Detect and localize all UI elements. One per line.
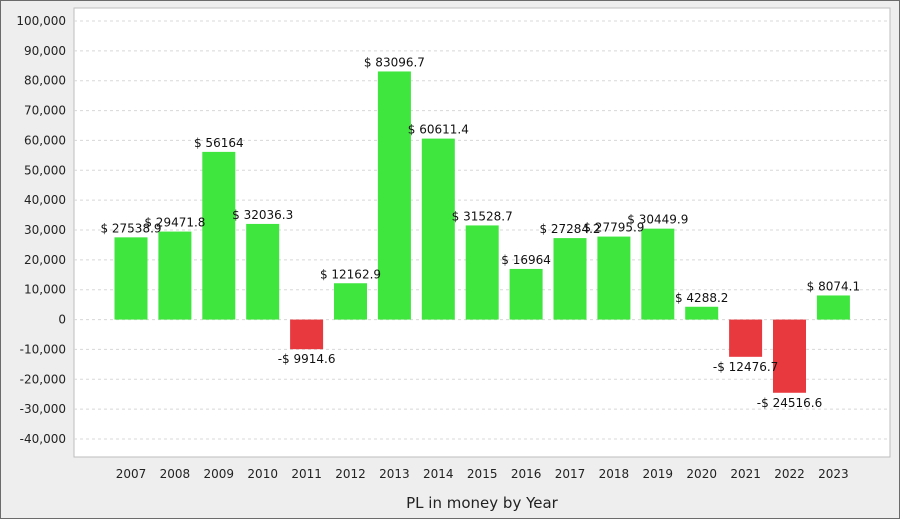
x-tick-label: 2013 bbox=[379, 467, 410, 481]
bar-2009 bbox=[202, 151, 236, 320]
data-label: $ 56164 bbox=[194, 136, 244, 150]
x-tick-label: 2010 bbox=[247, 467, 278, 481]
bar-2016 bbox=[509, 268, 543, 320]
x-tick-label: 2009 bbox=[204, 467, 235, 481]
x-tick-label: 2019 bbox=[643, 467, 674, 481]
x-tick-label: 2011 bbox=[291, 467, 322, 481]
data-label: $ 29471.8 bbox=[144, 216, 205, 230]
bar-2007 bbox=[114, 237, 148, 320]
x-tick-label: 2018 bbox=[599, 467, 630, 481]
y-axis: 100,000 90,000 80,000 70,000 60,000 50,000 40,… bbox=[16, 14, 66, 446]
bar-2015 bbox=[465, 225, 499, 320]
y-tick-label: 70,000 bbox=[24, 104, 66, 118]
x-axis: 2007 2008 2009 2010 2011 2012 2013 2014 2015 2016… bbox=[116, 467, 849, 481]
x-tick-label: 2017 bbox=[555, 467, 586, 481]
bar-2013 bbox=[377, 71, 411, 320]
data-label: $ 4288.2 bbox=[675, 291, 728, 305]
x-tick-label: 2023 bbox=[818, 467, 849, 481]
x-tick-label: 2020 bbox=[686, 467, 717, 481]
x-tick-label: 2015 bbox=[467, 467, 498, 481]
bar-2017 bbox=[553, 238, 587, 320]
bar-2021 bbox=[729, 319, 763, 357]
x-tick-label: 2014 bbox=[423, 467, 454, 481]
y-tick-label: -30,000 bbox=[20, 402, 66, 416]
data-label: $ 27284.2 bbox=[539, 222, 600, 236]
data-label: $ 27538.9 bbox=[100, 221, 161, 235]
bar-2012 bbox=[334, 283, 367, 320]
y-tick-label: -40,000 bbox=[20, 432, 66, 446]
y-tick-label: 0 bbox=[58, 313, 66, 327]
bar-2011 bbox=[290, 319, 324, 350]
y-tick-label: 10,000 bbox=[24, 283, 66, 297]
data-label: $ 31528.7 bbox=[452, 209, 513, 223]
bar-2008 bbox=[158, 231, 192, 320]
y-tick-label: -10,000 bbox=[20, 342, 66, 356]
bar-2019 bbox=[641, 228, 675, 320]
x-tick-label: 2022 bbox=[774, 467, 805, 481]
y-tick-label: 50,000 bbox=[24, 163, 66, 177]
x-tick-label: 2007 bbox=[116, 467, 147, 481]
x-axis-title: PL in money by Year bbox=[406, 494, 559, 512]
y-tick-label: 90,000 bbox=[24, 44, 66, 58]
data-label: $ 27795.9 bbox=[583, 221, 644, 235]
data-label: -$ 9914.6 bbox=[278, 352, 336, 366]
y-tick-label: 80,000 bbox=[24, 74, 66, 88]
bar-2010 bbox=[246, 223, 280, 320]
bar-2018 bbox=[597, 236, 631, 320]
data-label: $ 32036.3 bbox=[232, 208, 293, 222]
data-labels: $ 27538.9$ 29471.8 $ 56164 $ 32036.3 -$ 991… bbox=[100, 55, 860, 409]
bar-2022 bbox=[773, 319, 806, 393]
bar-2020 bbox=[685, 306, 719, 320]
data-label: $ 60611.4 bbox=[408, 123, 469, 137]
y-tick-label: -20,000 bbox=[20, 372, 66, 386]
data-label: $ 8074.1 bbox=[807, 279, 860, 293]
x-tick-label: 2008 bbox=[160, 467, 191, 481]
data-label: $ 30449.9 bbox=[627, 213, 688, 227]
y-tick-label: 100,000 bbox=[16, 14, 66, 28]
x-tick-label: 2021 bbox=[730, 467, 761, 481]
data-label: -$ 24516.6 bbox=[757, 396, 822, 410]
y-tick-label: 30,000 bbox=[24, 223, 66, 237]
bars bbox=[114, 71, 850, 393]
data-label: $ 83096.7 bbox=[364, 55, 425, 69]
y-tick-label: 60,000 bbox=[24, 133, 66, 147]
x-tick-label: 2012 bbox=[335, 467, 366, 481]
x-tick-label: 2016 bbox=[511, 467, 542, 481]
y-tick-label: 20,000 bbox=[24, 253, 66, 267]
data-label: $ 12162.9 bbox=[320, 267, 381, 281]
data-label: -$ 12476.7 bbox=[713, 360, 778, 374]
bar-2014 bbox=[421, 138, 455, 320]
data-label: $ 16964 bbox=[501, 253, 551, 267]
bar-2023 bbox=[816, 295, 850, 320]
y-tick-label: 40,000 bbox=[24, 193, 66, 207]
